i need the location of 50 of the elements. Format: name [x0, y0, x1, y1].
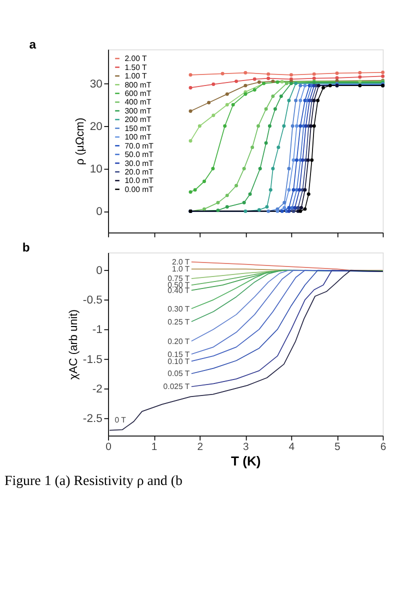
series-label: 0.15 T	[168, 350, 190, 359]
x-tick-label: 1	[151, 442, 158, 454]
series-label: 0.05 T	[168, 369, 190, 378]
legend-label: 20.0 mT	[124, 167, 154, 176]
series-label: 0.25 T	[168, 317, 190, 326]
legend-label: 300 mT	[124, 106, 152, 116]
x-tick-label: 5	[334, 442, 341, 454]
y-tick-label: -1.5	[82, 354, 102, 366]
x-tick-label: 6	[380, 442, 386, 454]
series-label: 0.75 T	[168, 274, 190, 284]
y-tick-label: -0.5	[82, 294, 102, 307]
legend-label: 10.0 mT	[124, 176, 154, 186]
y-tick-label: 10	[90, 164, 102, 176]
series-label: 0 T	[114, 415, 126, 424]
legend-label: 2.00 T	[124, 54, 147, 64]
y-tick-label: -1	[92, 324, 102, 336]
legend-label: 100 mT	[124, 132, 152, 142]
y-tick-label: 20	[90, 120, 102, 133]
chart-title: b	[22, 240, 30, 255]
y-tick-label: 30	[90, 78, 102, 90]
legend-label: 1.00 T	[124, 72, 147, 81]
y-tick-label: 0	[96, 206, 102, 218]
series-label: 0.20 T	[168, 336, 190, 346]
x-tick-label: 0	[106, 442, 112, 454]
legend-label: 1.50 T	[124, 62, 147, 72]
series-label: 2.0 T	[172, 258, 190, 267]
legend-label: 70.0 mT	[124, 141, 154, 150]
legend-label: 600 mT	[124, 89, 152, 98]
legend-label: 800 mT	[124, 80, 152, 90]
series-label: 0.30 T	[168, 304, 190, 314]
x-tick-label: 2	[197, 442, 204, 454]
legend-label: 200 mT	[124, 115, 152, 124]
legend-label: 0.00 mT	[124, 184, 154, 194]
y-tick-label: -2	[92, 383, 102, 396]
legend-label: 150 mT	[124, 124, 152, 133]
series-label: 0.10 T	[168, 356, 190, 366]
legend-label: 30.0 mT	[124, 158, 154, 168]
y-tick-label: -2.5	[82, 412, 102, 425]
caption: Figure 1 (a) Resistivity ρ and (b	[4, 474, 183, 489]
x-axis-title: T (K)	[231, 454, 261, 469]
y-tick-label: 0	[96, 265, 102, 278]
legend-label: 400 mT	[124, 98, 152, 107]
x-tick-label: 4	[288, 442, 295, 454]
series-label: 0.025 T	[163, 382, 190, 392]
x-tick-label: 3	[242, 442, 249, 454]
y-axis-title: χAC (arb unit)	[68, 309, 80, 380]
chart-title: a	[29, 37, 36, 52]
y-axis-title: ρ (μΩcm)	[74, 118, 87, 165]
series-label: 1.0 T	[172, 264, 190, 274]
legend-label: 50.0 mT	[124, 150, 154, 160]
